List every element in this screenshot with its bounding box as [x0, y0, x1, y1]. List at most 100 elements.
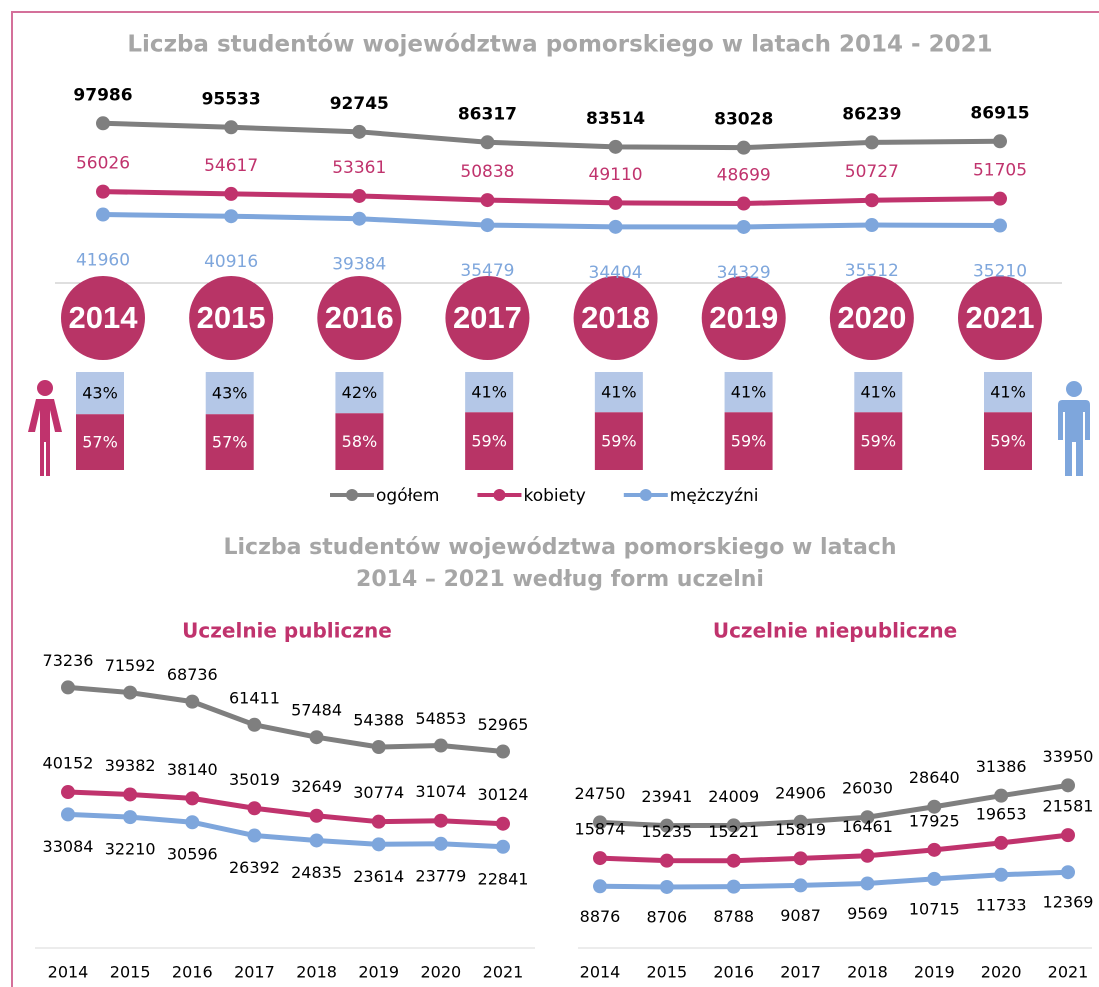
series-point — [123, 787, 138, 802]
series-point — [496, 816, 510, 831]
series-point — [433, 813, 448, 828]
data-label: 10715 — [909, 899, 960, 918]
data-label: 33950 — [1043, 747, 1094, 766]
data-label: 54617 — [204, 156, 258, 176]
data-label: 49110 — [589, 165, 643, 185]
data-label: 11733 — [976, 895, 1027, 914]
series-point — [185, 815, 200, 830]
data-label: 53361 — [332, 158, 386, 178]
share-bar — [594, 412, 643, 470]
series-point — [994, 788, 1009, 803]
x-tick-label: 2020 — [981, 963, 1022, 982]
x-tick-label: 2014 — [48, 963, 89, 982]
x-tick-label: 2019 — [914, 963, 955, 982]
series-point — [309, 808, 324, 823]
share-label: 59% — [601, 432, 637, 451]
data-label: 97986 — [73, 85, 132, 105]
series-line — [67, 684, 504, 754]
data-label: 32649 — [291, 777, 342, 796]
series-point — [185, 791, 200, 806]
share-bar — [854, 412, 903, 470]
x-tick-label: 2018 — [847, 963, 888, 982]
series-point — [185, 694, 200, 709]
data-label: 9087 — [780, 906, 821, 925]
series-point — [736, 140, 751, 155]
series-point — [224, 209, 239, 224]
data-label: 16461 — [842, 817, 893, 836]
x-tick-label: 2020 — [420, 963, 461, 982]
data-label: 30124 — [478, 785, 529, 804]
series-point — [96, 184, 110, 199]
data-label: 34329 — [717, 263, 771, 283]
data-label: 39382 — [105, 756, 156, 775]
series-point — [860, 810, 875, 825]
share-bar — [724, 412, 773, 470]
data-label: 24906 — [775, 783, 826, 802]
series-point — [224, 120, 239, 135]
series-point — [496, 744, 510, 759]
series-line — [599, 869, 1069, 890]
series-point — [480, 193, 495, 208]
series-point — [371, 837, 386, 852]
series-point — [860, 848, 875, 863]
series-point — [247, 717, 262, 732]
series-point — [1061, 828, 1075, 843]
series-point — [123, 810, 138, 825]
series-line — [67, 811, 504, 850]
data-label: 15235 — [641, 822, 692, 841]
data-label: 86239 — [842, 104, 901, 124]
x-tick-label: 2015 — [646, 963, 687, 982]
share-label: 57% — [212, 433, 248, 452]
series-point — [480, 218, 495, 233]
data-label: 48699 — [717, 166, 771, 186]
series-point — [793, 851, 808, 866]
legend-label: ogółem — [376, 486, 439, 506]
data-label: 68736 — [167, 665, 218, 684]
data-label: 35479 — [460, 261, 514, 281]
chart-title: Uczelnie publiczne — [182, 619, 392, 643]
share-bar — [335, 372, 384, 414]
data-label: 39384 — [332, 255, 386, 275]
series-line — [102, 120, 1001, 151]
data-label: 52965 — [478, 715, 529, 734]
legend-label: kobiety — [523, 486, 585, 506]
series-point — [371, 814, 386, 829]
year-badge — [61, 276, 145, 360]
series-point — [659, 853, 674, 868]
series-point — [309, 730, 324, 745]
year-badge — [445, 276, 530, 360]
data-label: 34404 — [589, 263, 643, 283]
series-point — [593, 815, 607, 830]
chart-title: Liczba studentów województwa pomorskiego… — [127, 32, 992, 58]
share-label: 43% — [212, 384, 248, 403]
data-label: 50838 — [460, 162, 514, 182]
data-label: 26392 — [229, 858, 280, 877]
data-label: 12369 — [1043, 893, 1094, 912]
year-badge — [958, 276, 1042, 360]
share-label: 59% — [731, 432, 767, 451]
x-tick-label: 2016 — [713, 963, 754, 982]
series-point — [927, 842, 942, 857]
data-label: 73236 — [43, 651, 94, 670]
series-point — [61, 785, 75, 800]
series-point — [927, 799, 942, 814]
series-point — [608, 219, 623, 234]
share-bar — [76, 372, 124, 415]
share-label: 41% — [731, 383, 767, 402]
series-point — [726, 879, 741, 894]
share-label: 59% — [990, 432, 1026, 451]
data-label: 83028 — [714, 110, 773, 130]
data-label: 35210 — [973, 262, 1027, 282]
year-badge — [189, 276, 274, 360]
series-line — [102, 212, 1001, 230]
series-point — [726, 853, 741, 868]
series-point — [61, 807, 75, 822]
year-label: 2019 — [709, 300, 778, 335]
series-line — [599, 832, 1069, 864]
section-title: Liczba studentów województwa pomorskiego… — [223, 535, 896, 560]
data-label: 51705 — [973, 161, 1027, 181]
share-bar — [984, 412, 1032, 470]
share-label: 59% — [861, 432, 897, 451]
data-label: 17925 — [909, 811, 960, 830]
